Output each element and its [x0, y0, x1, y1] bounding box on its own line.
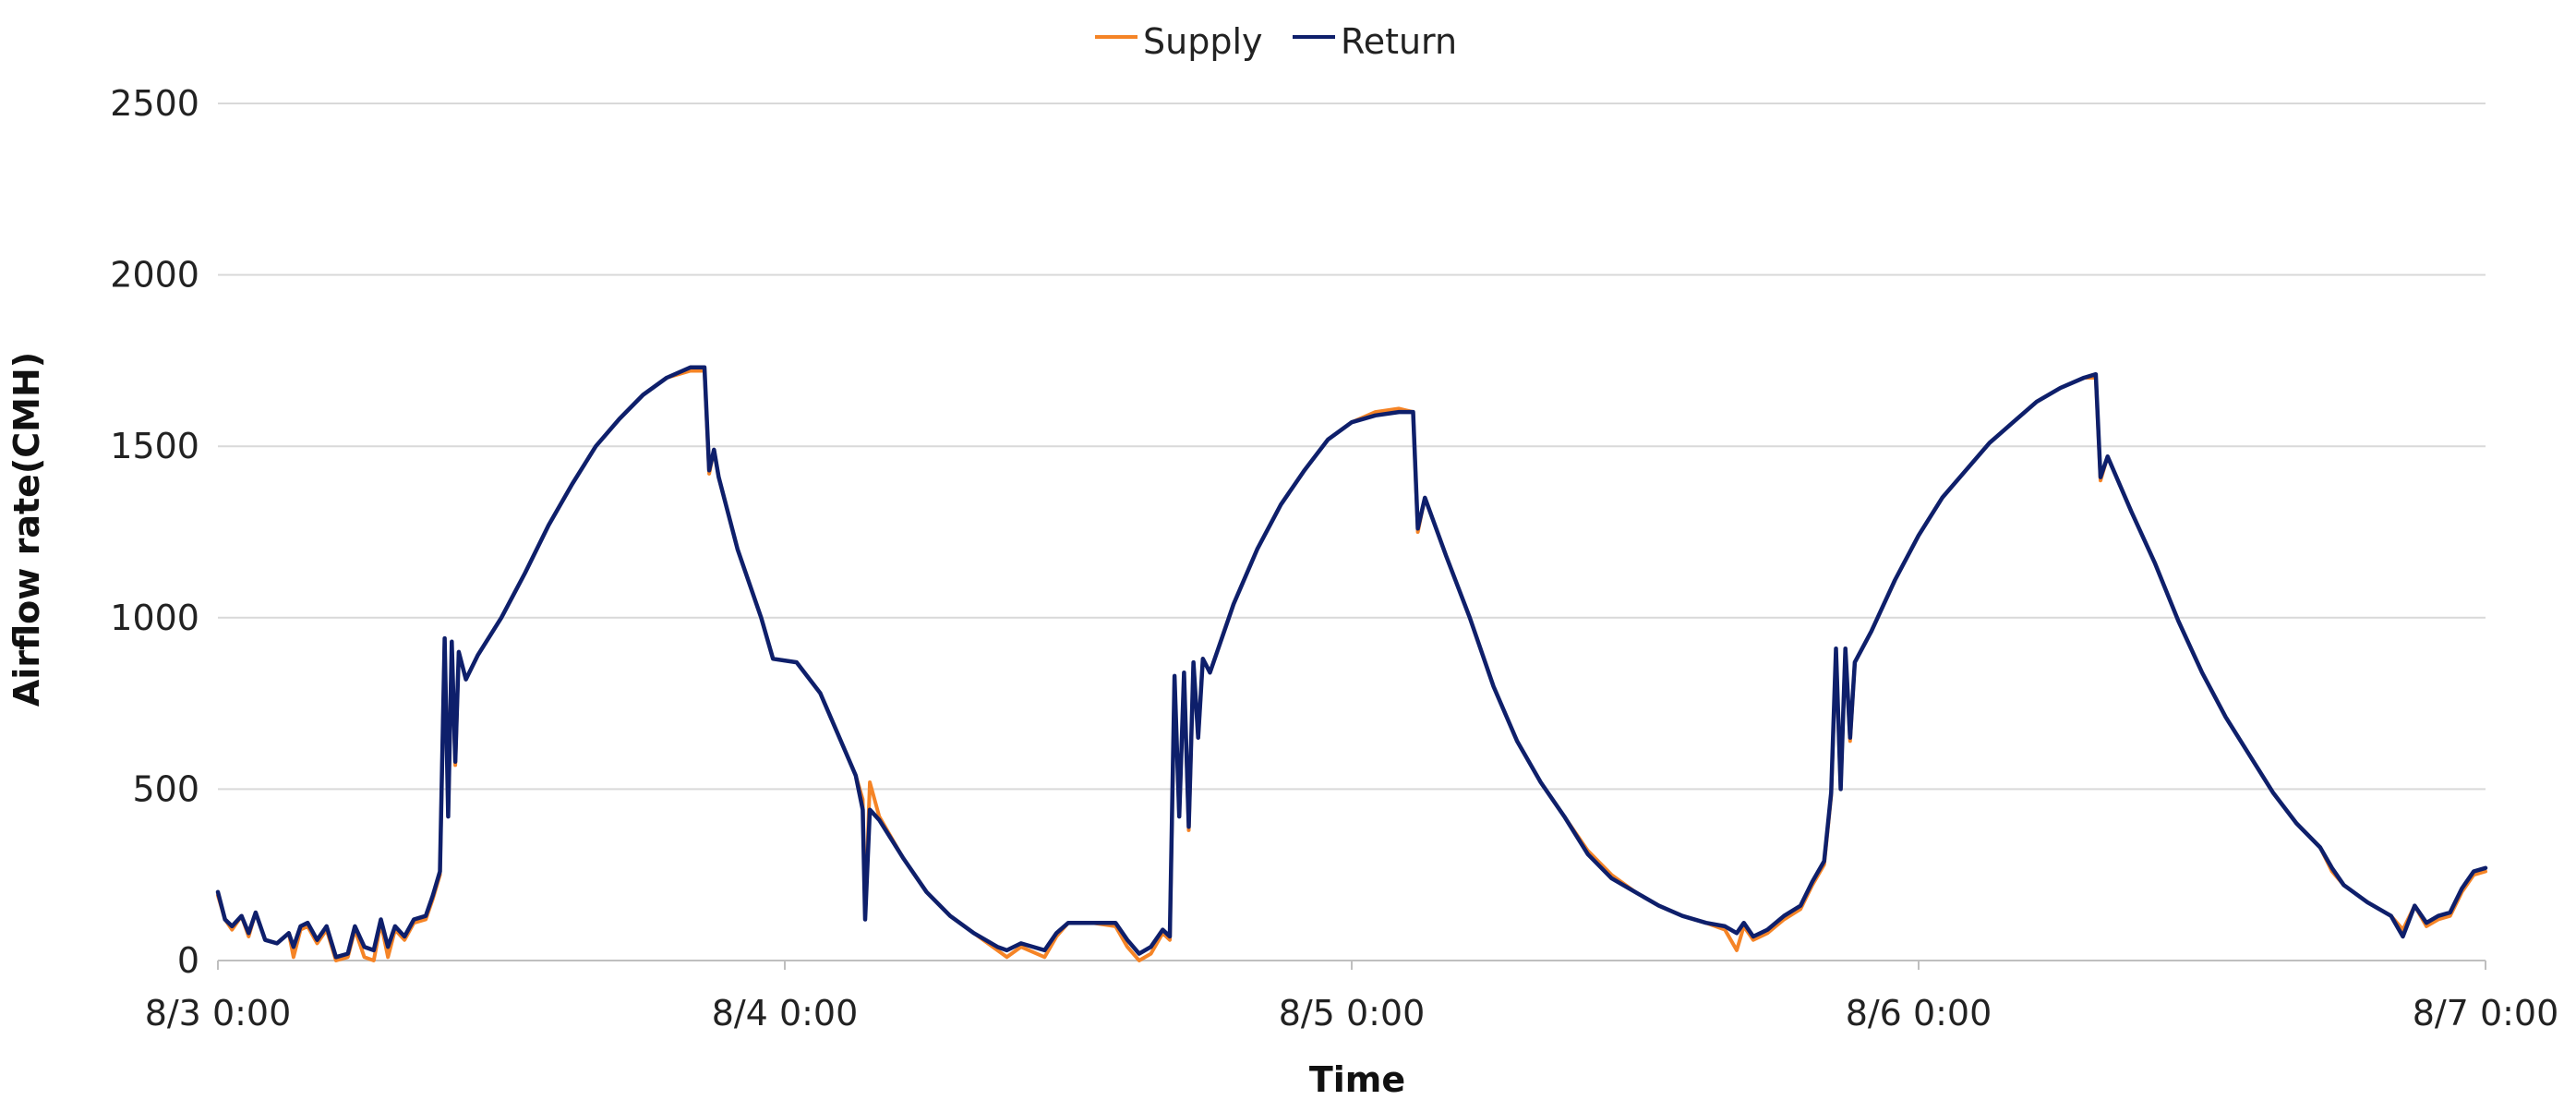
x-tick-label-2: 8/5 0:00 [1279, 993, 1426, 1033]
legend-label-return: Return [1341, 21, 1457, 62]
chart-gridlines [218, 103, 2486, 961]
x-tick-label-4: 8/7 0:00 [2413, 993, 2559, 1033]
y-tick-label-2000: 2000 [110, 255, 199, 296]
x-tick-label-0: 8/3 0:00 [145, 993, 292, 1033]
y-tick-label-2500: 2500 [110, 83, 199, 124]
series-line-return [215, 365, 2488, 960]
y-axis-ticks: 0 500 1000 1500 2000 2500 [110, 83, 199, 981]
legend-label-supply: Supply [1143, 21, 1263, 62]
y-tick-label-0: 0 [177, 940, 199, 981]
y-axis-title: Airflow rate(CMH) [6, 352, 47, 707]
series-line-supply [216, 369, 2487, 962]
x-tick-label-1: 8/4 0:00 [712, 993, 859, 1033]
x-axis-ticks: 8/3 0:00 8/4 0:00 8/5 0:00 8/6 0:00 8/7 0:00 [145, 961, 2559, 1033]
y-tick-label-1500: 1500 [110, 426, 199, 466]
chart-series [215, 365, 2488, 962]
y-tick-label-1000: 1000 [110, 598, 199, 638]
chart-legend: Supply Return [1095, 21, 1457, 62]
x-tick-label-3: 8/6 0:00 [1846, 993, 1992, 1033]
y-tick-label-500: 500 [132, 768, 199, 809]
x-axis-title: Time [1309, 1059, 1405, 1100]
